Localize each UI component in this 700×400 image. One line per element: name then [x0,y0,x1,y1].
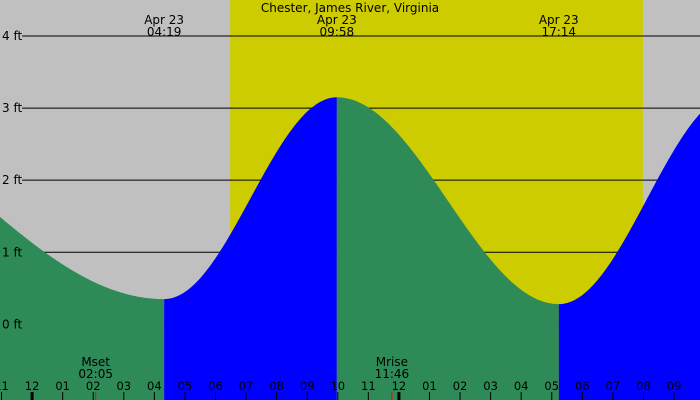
x-tick-label-1: 12 [25,379,40,393]
x-tick-label-3: 02 [86,379,101,393]
x-tick-label-8: 07 [239,379,254,393]
x-tick-label-7: 06 [208,379,223,393]
x-axis-ticks [1,392,675,400]
x-tick-label-20: 07 [606,379,621,393]
y-axis-labels: 0 ft 1 ft 2 ft 3 ft 4 ft [2,29,22,331]
chart-title: Chester, James River, Virginia [261,1,439,15]
y-tick-label-2ft: 2 ft [2,173,22,187]
moon-event-time-1: 11:46 [375,367,410,381]
tide-label-time-1: 09:58 [320,25,355,39]
x-tick-label-6: 05 [178,379,193,393]
x-tick-label-4: 03 [116,379,131,393]
x-tick-label-5: 04 [147,379,162,393]
tide-areas [0,97,700,400]
moon-event-time-0: 02:05 [78,367,113,381]
x-tick-label-17: 04 [514,379,529,393]
x-tick-label-21: 08 [636,379,651,393]
tide-label-time-0: 04:19 [147,25,182,39]
x-tick-label-13: 12 [392,379,407,393]
y-tick-label-1ft: 1 ft [2,245,22,259]
rising-tide-area-1 [164,97,337,400]
x-axis-labels: 11 12 01 02 03 04 05 06 07 08 09 10 11 12 01 02 03 04 05 06… [0,379,681,393]
y-tick-label-4ft: 4 ft [2,29,22,43]
x-tick-label-16: 03 [483,379,498,393]
x-tick-label-0: 11 [0,379,9,393]
x-tick-label-22: 09 [667,379,682,393]
tide-label-date-1: Apr 23 [317,13,357,27]
x-tick-label-2: 01 [55,379,70,393]
y-tick-label-0ft: 0 ft [2,317,22,331]
x-tick-label-15: 02 [453,379,468,393]
falling-tide-area-2 [336,97,559,400]
x-tick-label-9: 08 [269,379,284,393]
moon-event-name-0: Mset [81,355,110,369]
moon-event-name-1: Mrise [376,355,408,369]
x-tick-label-19: 06 [575,379,590,393]
rising-tide-area-3 [558,113,700,400]
x-tick-label-12: 11 [361,379,376,393]
falling-tide-area-0 [0,216,165,400]
x-tick-label-10: 09 [300,379,315,393]
tide-label-date-0: Apr 23 [144,13,184,27]
x-tick-label-11: 10 [330,379,345,393]
x-tick-label-14: 01 [422,379,437,393]
y-tick-label-3ft: 3 ft [2,101,22,115]
tide-label-time-2: 17:14 [541,25,576,39]
x-tick-label-18: 05 [544,379,559,393]
tide-label-date-2: Apr 23 [539,13,579,27]
